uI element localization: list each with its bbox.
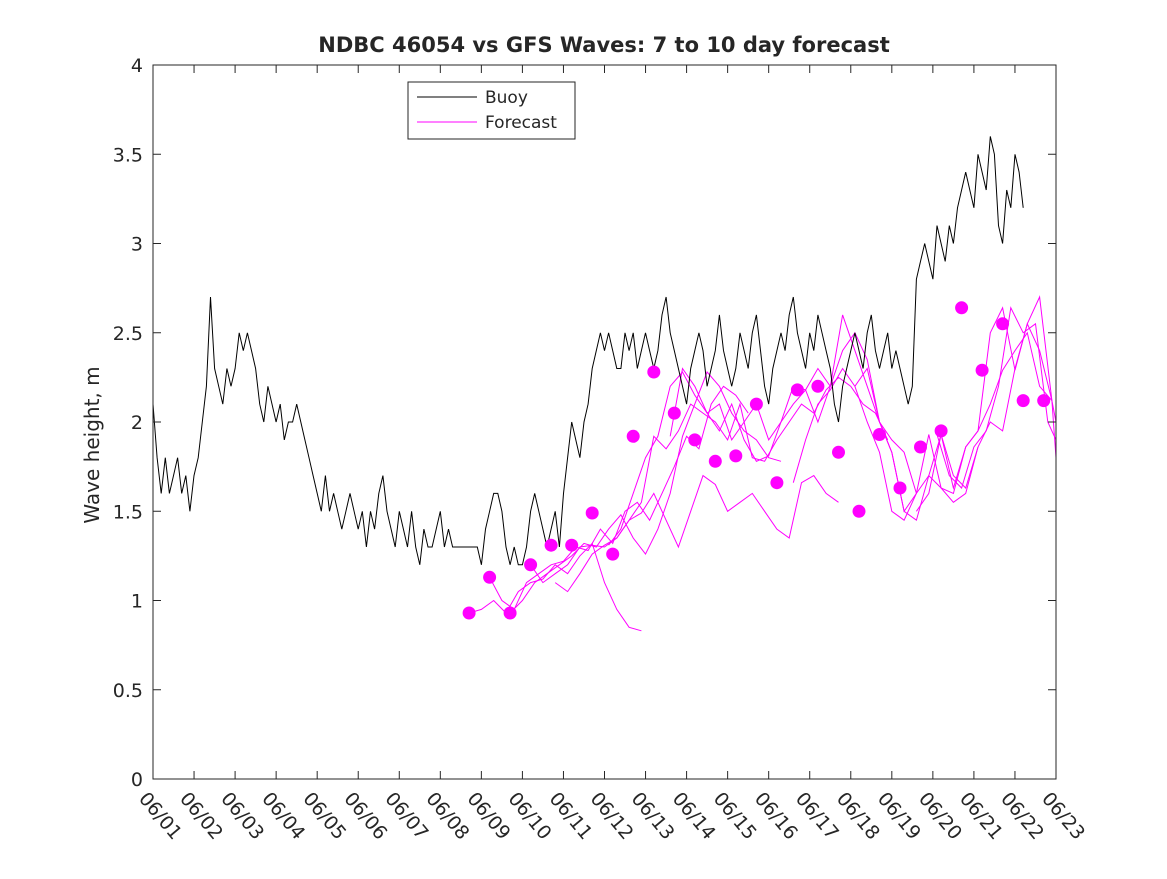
forecast-marker [893, 481, 907, 495]
forecast-marker [729, 449, 743, 463]
y-tick-label: 3.5 [113, 144, 143, 166]
forecast-marker [462, 606, 476, 620]
forecast-marker [667, 406, 681, 420]
forecast-marker [647, 365, 661, 379]
x-tick-label: 06/19 [873, 788, 925, 844]
forecast-marker [852, 504, 866, 518]
x-tick-label: 06/21 [955, 788, 1007, 844]
y-tick-label: 0 [131, 769, 143, 791]
forecast-line-9 [915, 322, 1057, 512]
forecast-marker [832, 445, 845, 459]
x-tick-label: 06/02 [175, 788, 227, 844]
forecast-marker [914, 440, 927, 454]
forecast-marker [524, 558, 538, 572]
x-tick-label: 06/09 [463, 788, 515, 844]
legend-box [407, 81, 576, 140]
forecast-marker [955, 301, 969, 315]
chart-title: NDBC 46054 vs GFS Waves: 7 to 10 day for… [318, 33, 889, 57]
forecast-line-2 [509, 371, 782, 614]
forecast-line-5 [608, 331, 917, 546]
x-tick-label: 06/20 [914, 788, 966, 844]
forecast-marker [873, 428, 886, 441]
forecast-marker [975, 363, 989, 377]
y-tick-label: 1 [131, 591, 143, 613]
legend-label-forecast: Forecast [485, 113, 557, 133]
forecast-line-3 [530, 474, 839, 584]
x-tick-label: 06/18 [832, 788, 884, 844]
forecast-line-7 [792, 331, 1053, 521]
x-tick-label: 06/16 [750, 788, 802, 844]
x-tick-label: 06/11 [545, 788, 597, 844]
x-tick-label: 06/10 [504, 788, 556, 844]
x-tick-label: 06/04 [257, 788, 309, 844]
x-tick-label: 06/06 [339, 788, 391, 844]
x-tick-label: 06/03 [216, 788, 268, 844]
forecast-line-1 [489, 385, 749, 611]
forecast-marker [585, 506, 599, 520]
forecast-marker [1016, 394, 1030, 408]
y-tick-label: 4 [131, 55, 143, 77]
forecast-marker [483, 570, 497, 584]
forecast-marker [749, 397, 763, 411]
x-tick-label: 06/01 [134, 788, 186, 844]
x-tick-label: 06/23 [1037, 788, 1089, 844]
forecast-line-10 [936, 306, 1057, 489]
x-tick-label: 06/05 [298, 788, 350, 844]
forecast-marker [626, 429, 640, 443]
forecast-marker [934, 424, 948, 438]
x-tick-label: 06/13 [627, 788, 679, 844]
forecast-marker [770, 476, 784, 490]
forecast-marker [1037, 394, 1051, 408]
forecast-marker [544, 538, 558, 552]
forecast-line-0 [468, 542, 642, 632]
y-tick-label: 3 [131, 234, 143, 256]
forecast-marker [996, 317, 1010, 331]
forecast-line-8 [854, 295, 1057, 522]
y-tick-label: 2.5 [113, 323, 143, 345]
forecast-marker [503, 606, 517, 620]
x-tick-label: 06/14 [668, 788, 720, 844]
y-tick-label: 0.5 [113, 680, 143, 702]
legend-label-buoy: Buoy [485, 88, 528, 108]
legend: Buoy Forecast [407, 81, 576, 140]
forecast-line-6 [669, 314, 979, 513]
buoy-line [152, 136, 1024, 566]
forecast-marker [708, 454, 722, 468]
y-tick-label: 2 [131, 412, 143, 434]
x-tick-label: 06/15 [709, 788, 761, 844]
axes-layer: 00.511.522.533.5406/0106/0206/0306/0406/… [113, 55, 1089, 844]
x-tick-label: 06/07 [380, 788, 432, 844]
x-tick-label: 06/17 [791, 788, 843, 844]
forecast-marker [688, 433, 702, 447]
y-axis-label: Wave height, m [80, 366, 104, 523]
forecast-marker [606, 547, 620, 561]
x-tick-label: 06/08 [421, 788, 473, 844]
forecast-marker [565, 538, 579, 552]
x-tick-label: 06/22 [996, 788, 1048, 844]
y-tick-label: 1.5 [113, 501, 143, 523]
forecast-marker [790, 383, 804, 397]
x-tick-label: 06/12 [586, 788, 638, 844]
forecast-marker [811, 379, 825, 393]
series-layer [152, 136, 1057, 632]
